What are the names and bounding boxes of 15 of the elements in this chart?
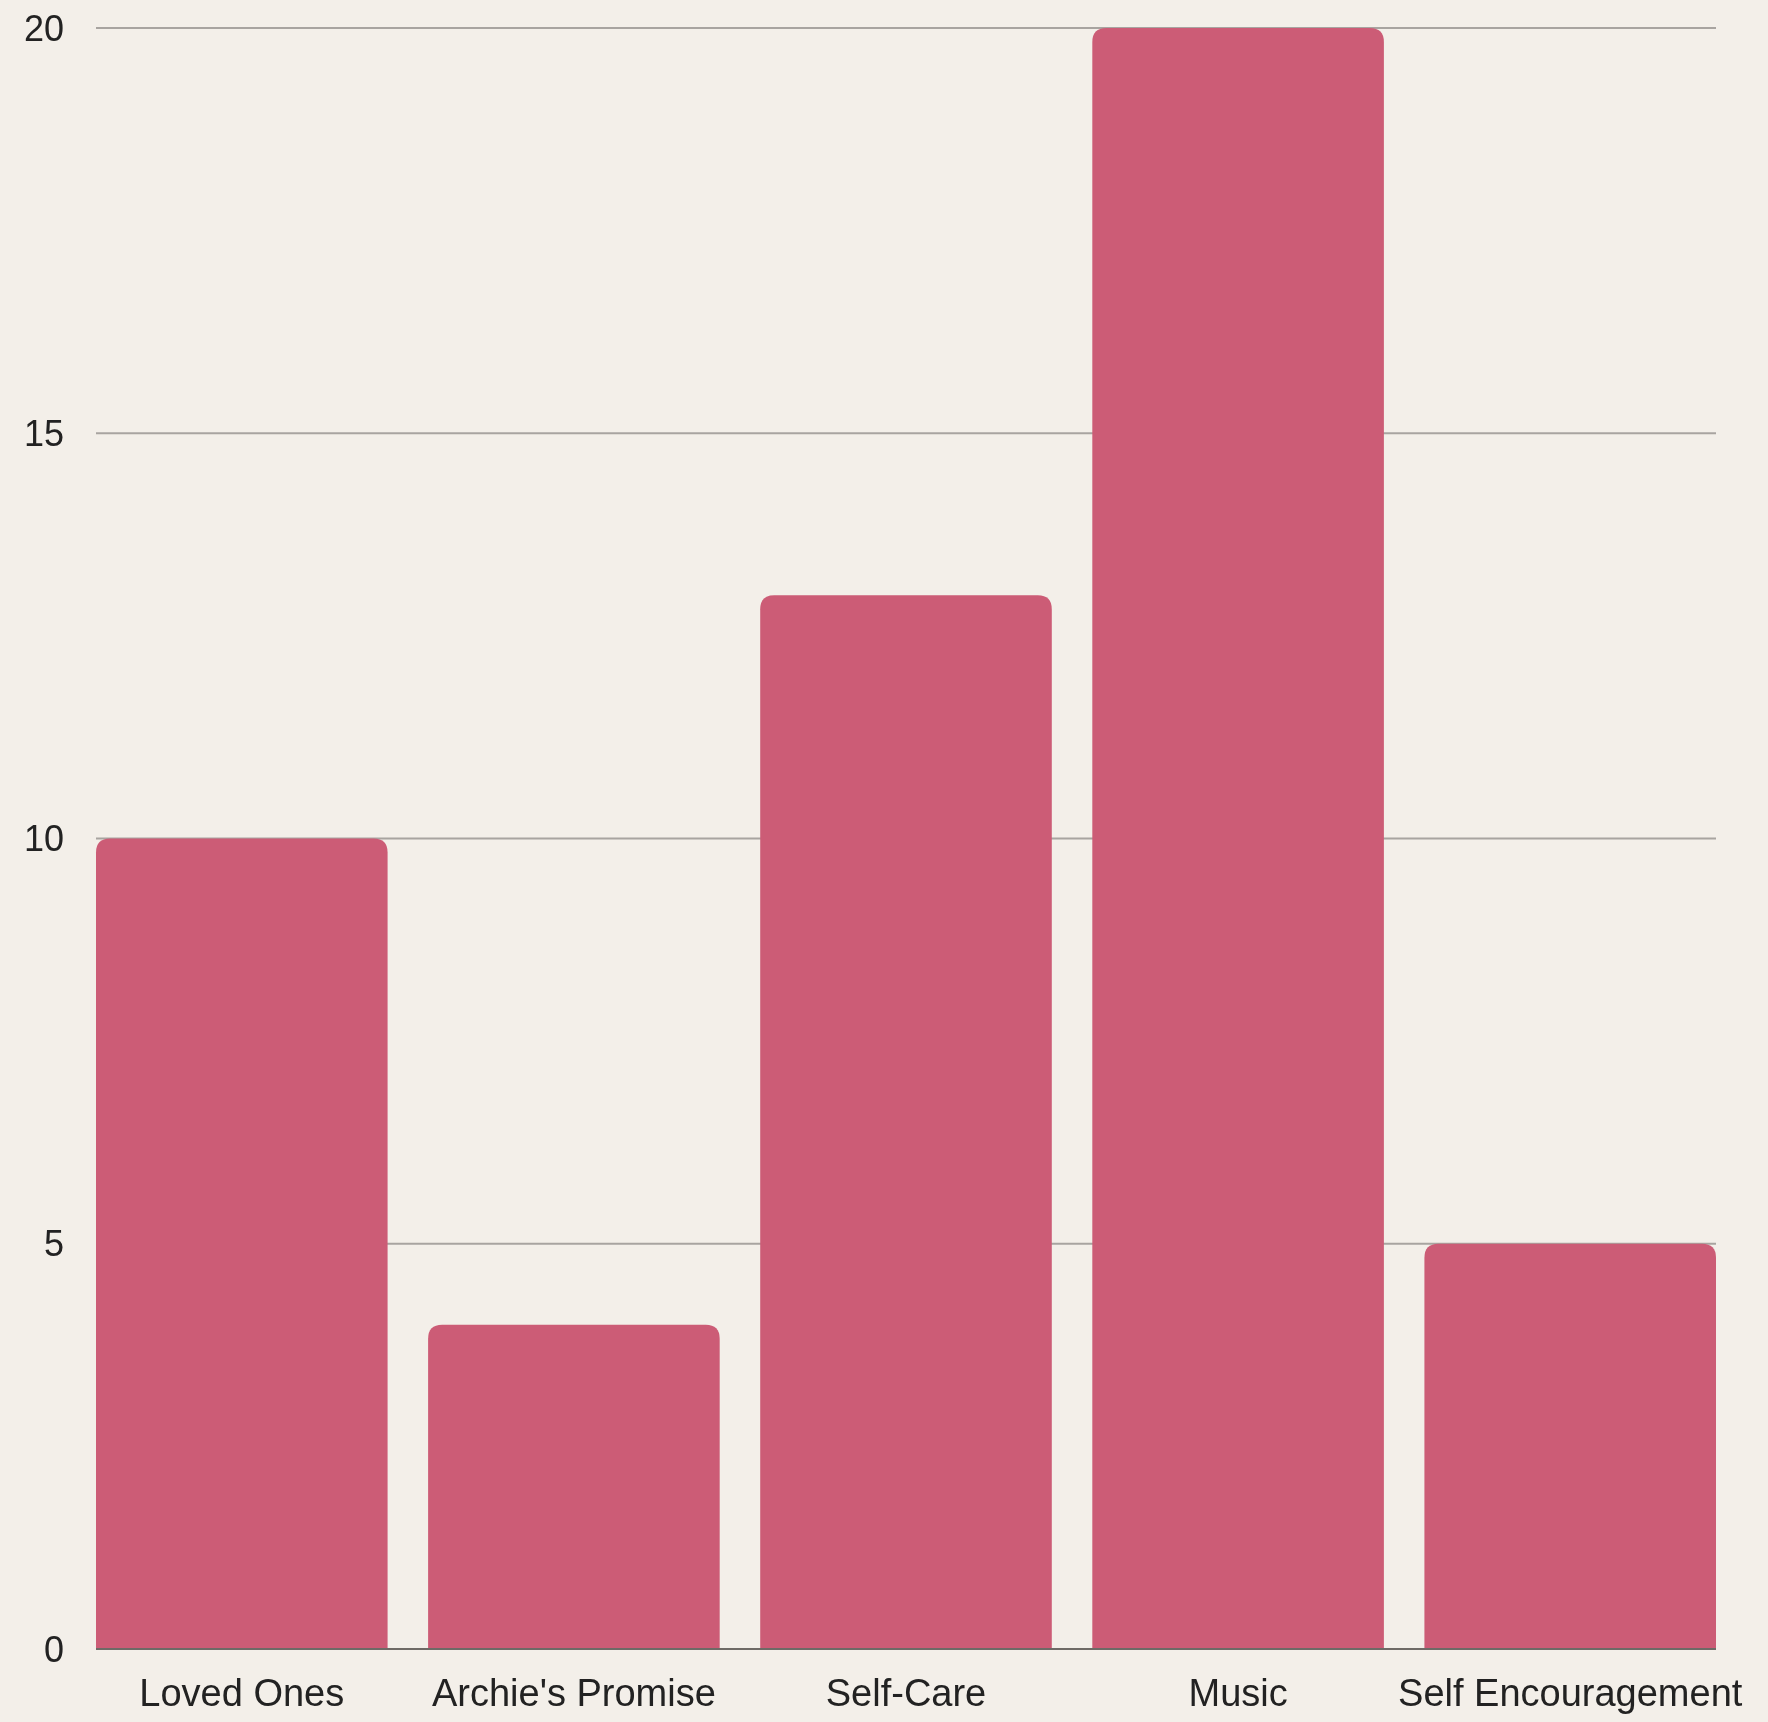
bar bbox=[1424, 1243, 1716, 1649]
bar bbox=[760, 595, 1052, 1649]
bar bbox=[1092, 28, 1384, 1649]
y-tick-label: 15 bbox=[23, 412, 64, 454]
y-tick-label: 5 bbox=[43, 1223, 64, 1265]
bar bbox=[428, 1324, 720, 1649]
x-tick-label: Self Encouragement bbox=[1398, 1672, 1743, 1714]
x-tick-label: Music bbox=[1188, 1672, 1288, 1714]
x-tick-label: Self-Care bbox=[825, 1672, 987, 1714]
y-tick-label: 0 bbox=[43, 1628, 64, 1670]
bar bbox=[96, 838, 388, 1649]
x-tick-label: Archie's Promise bbox=[431, 1672, 716, 1714]
y-tick-label: 20 bbox=[23, 7, 64, 49]
y-tick-label: 10 bbox=[23, 818, 64, 860]
x-tick-label: Loved Ones bbox=[139, 1672, 345, 1714]
